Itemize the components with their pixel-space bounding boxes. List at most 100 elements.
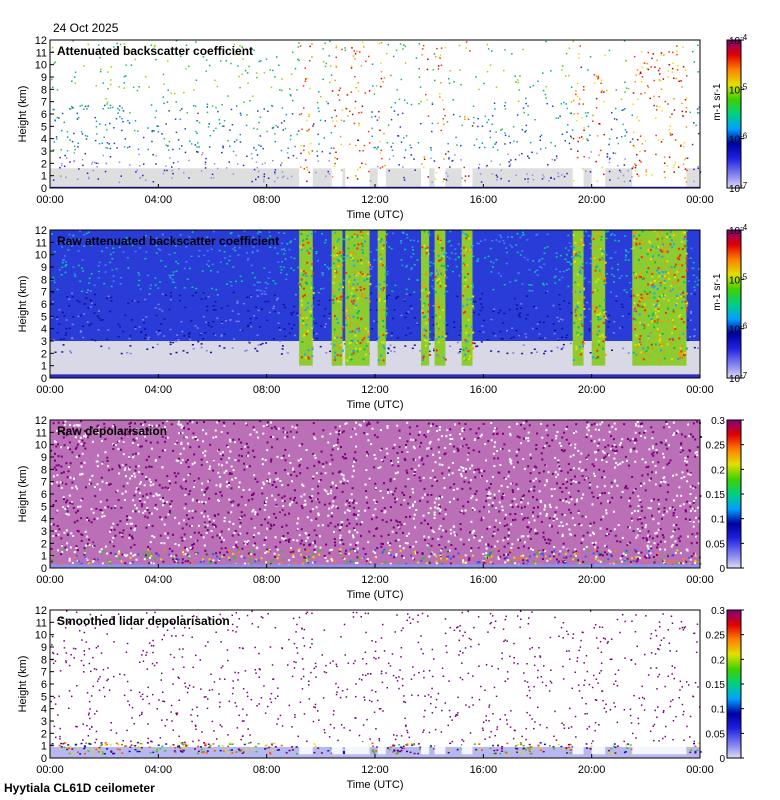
heatmap-cell xyxy=(594,310,596,313)
heatmap-cell xyxy=(365,560,368,563)
heatmap-cell xyxy=(52,276,55,279)
heatmap-cell xyxy=(606,230,609,233)
heatmap-cell xyxy=(317,291,320,294)
heatmap-cell xyxy=(468,237,471,240)
heatmap-cell xyxy=(632,103,634,106)
heatmap-cell xyxy=(686,169,688,172)
heatmap-cell xyxy=(277,261,280,263)
heatmap-cell xyxy=(318,143,320,145)
heatmap-cell xyxy=(529,480,532,483)
heatmap-cell xyxy=(673,325,676,328)
heatmap-cell xyxy=(638,338,641,340)
heatmap-cell xyxy=(325,461,328,464)
heatmap-cell xyxy=(380,42,383,44)
heatmap-cell xyxy=(124,314,127,317)
heatmap-cell xyxy=(163,102,165,105)
heatmap-cell xyxy=(290,175,293,178)
heatmap-cell xyxy=(455,533,458,536)
heatmap-cell xyxy=(419,86,422,88)
heatmap-cell xyxy=(343,479,346,482)
heatmap-cell xyxy=(342,279,345,282)
heatmap-cell xyxy=(302,319,305,322)
heatmap-cell xyxy=(101,515,104,518)
heatmap-cell xyxy=(145,179,147,181)
heatmap-cell xyxy=(317,485,319,488)
heatmap-cell xyxy=(167,89,169,91)
heatmap-cell xyxy=(324,65,327,68)
heatmap-cell xyxy=(181,459,184,462)
heatmap-cell xyxy=(461,177,463,179)
heatmap-cell xyxy=(138,482,141,485)
heatmap-cell xyxy=(107,107,110,109)
heatmap-cell xyxy=(405,444,408,446)
heatmap-cell xyxy=(555,437,558,440)
heatmap-cell xyxy=(579,255,582,258)
heatmap-cell xyxy=(657,308,660,311)
heatmap-cell xyxy=(681,248,684,250)
heatmap-cell xyxy=(327,102,329,105)
heatmap-cell xyxy=(155,244,158,247)
heatmap-cell xyxy=(206,103,209,105)
heatmap-cell xyxy=(595,160,597,163)
heatmap-cell xyxy=(689,520,692,523)
heatmap-cell xyxy=(119,520,122,523)
heatmap-cell xyxy=(570,263,572,266)
heatmap-cell xyxy=(595,280,598,283)
heatmap-cell xyxy=(640,293,643,296)
heatmap-cell xyxy=(356,234,359,237)
heatmap-cell xyxy=(593,82,596,84)
heatmap-cell xyxy=(221,104,223,106)
heatmap-cell xyxy=(658,359,661,362)
heatmap-cell xyxy=(280,272,282,274)
heatmap-cell xyxy=(537,80,539,82)
x-tick-label: 00:00 xyxy=(36,194,64,206)
heatmap-cell xyxy=(638,73,641,75)
heatmap-cell xyxy=(574,446,577,449)
heatmap-cell xyxy=(663,279,666,282)
heatmap-cell xyxy=(339,135,342,138)
heatmap-cell xyxy=(518,436,521,439)
heatmap-cell xyxy=(595,306,598,309)
heatmap-cell xyxy=(598,313,601,316)
heatmap-cell xyxy=(190,143,193,145)
heatmap-cell xyxy=(521,352,524,355)
heatmap-cell xyxy=(668,51,670,53)
heatmap-cell xyxy=(683,141,686,144)
heatmap-cell xyxy=(627,526,630,529)
heatmap-cell xyxy=(605,231,608,233)
heatmap-cell xyxy=(274,282,277,285)
heatmap-cell xyxy=(267,237,270,240)
heatmap-cell xyxy=(161,233,164,236)
heatmap-cell xyxy=(643,431,646,434)
heatmap-cell xyxy=(340,143,342,146)
heatmap-cell xyxy=(552,304,555,307)
heatmap-cell xyxy=(357,510,360,512)
heatmap-cell xyxy=(369,309,372,311)
heatmap-cell xyxy=(684,168,687,170)
heatmap-cell xyxy=(226,432,229,435)
heatmap-cell xyxy=(573,99,575,102)
heatmap-cell xyxy=(332,257,335,260)
heatmap-cell xyxy=(72,107,74,109)
heatmap-cell xyxy=(271,446,273,449)
heatmap-cell xyxy=(636,534,639,537)
heatmap-cell xyxy=(660,54,662,57)
heatmap-cell xyxy=(668,338,671,341)
heatmap-cell xyxy=(345,315,348,318)
heatmap-cell xyxy=(338,89,341,92)
heatmap-cell xyxy=(155,110,158,112)
heatmap-cell xyxy=(99,70,102,73)
heatmap-cell xyxy=(603,133,605,136)
heatmap-cell xyxy=(653,326,656,329)
heatmap-cell xyxy=(693,286,696,288)
heatmap-cell xyxy=(565,52,568,55)
heatmap-cell xyxy=(68,233,71,236)
heatmap-cell xyxy=(98,44,100,46)
heatmap-cell xyxy=(413,291,416,293)
heatmap-cell xyxy=(328,173,331,175)
heatmap-cell xyxy=(90,163,93,165)
heatmap-cell xyxy=(301,483,304,486)
heatmap-cell xyxy=(638,432,641,435)
heatmap-cell xyxy=(320,288,322,290)
heatmap-cell xyxy=(689,336,692,338)
